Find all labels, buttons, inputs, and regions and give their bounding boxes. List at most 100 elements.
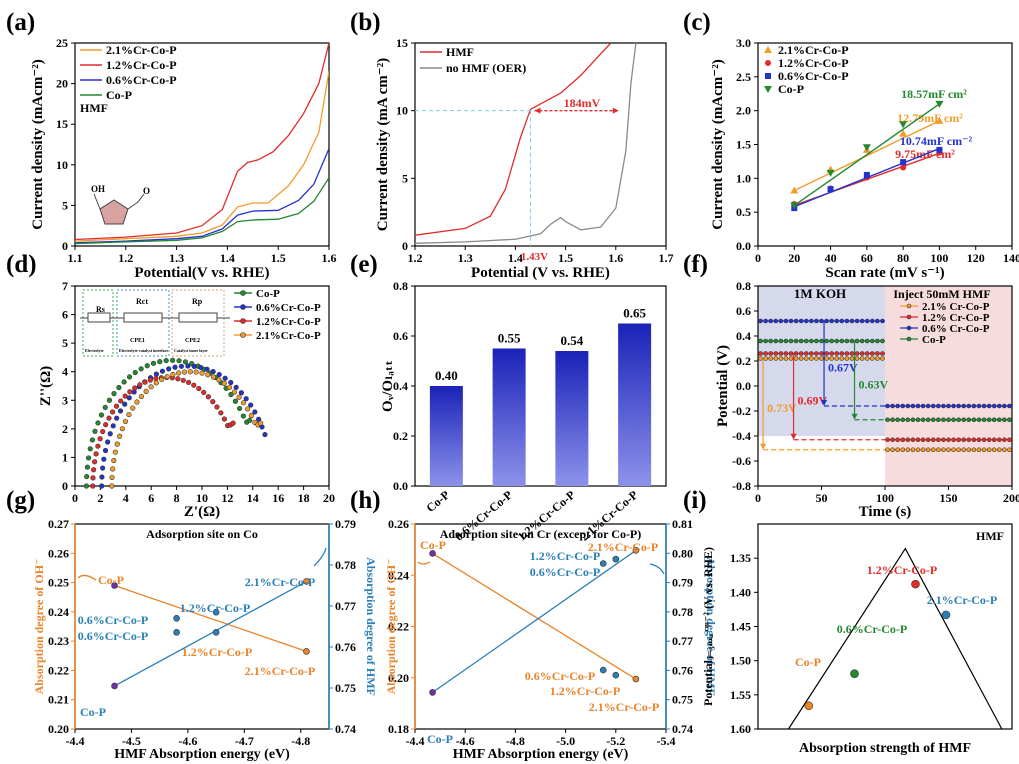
- panel-d-point: [111, 391, 117, 397]
- panel-h-xtick-label: -4.4: [406, 734, 425, 748]
- panel-a-series-1.2%Cr-Co-P: [75, 43, 329, 241]
- panel-e-bar: [618, 323, 652, 486]
- panel-h-xtick-label: -5.2: [606, 734, 625, 748]
- panel-f-point: [859, 351, 865, 356]
- panel-d-point: [90, 483, 96, 489]
- hmf-bond: [127, 201, 139, 210]
- panel-f-point: [839, 318, 845, 324]
- panel-d-point: [83, 483, 90, 489]
- panel-h-xlabel: HMF Absorption energy (eV): [453, 747, 629, 762]
- panel-d-point: [99, 483, 105, 489]
- panel-d-point: [245, 406, 251, 412]
- panel-f-point: [996, 403, 1002, 409]
- panel-d-point: [134, 399, 140, 405]
- panel-i-ytick-label: 1.50: [730, 654, 751, 668]
- panel-d-point: [176, 358, 182, 364]
- panel-f-xtick-label: 0: [755, 491, 761, 505]
- panel-c-legend-label: Co-P: [778, 82, 804, 96]
- panel-d-ytick-label: 0: [62, 479, 68, 493]
- panel-d-point: [176, 370, 182, 376]
- panel-h-y2tick-label: 0.77: [672, 634, 693, 648]
- panel-f-legend-label: 0.6% Cr-Co-P: [922, 323, 990, 335]
- panel-g-oh-point: [111, 582, 118, 589]
- panel-f-point: [1002, 417, 1007, 423]
- panel-g: -4.4 -4.5 -4.6 -4.7 -4.8 0.20 0.21 0.22 0.23 0.24…: [6, 487, 378, 762]
- panel-f-point: [758, 356, 763, 361]
- panel-f-xtick-label: 200: [1003, 491, 1019, 505]
- panel-e-ytick-label: 0.8: [393, 279, 408, 293]
- panel-d-point: [164, 374, 170, 380]
- panel-d-point: [110, 466, 116, 472]
- panel-a-series-Co-P: [75, 177, 329, 245]
- panel-d-legend-label: 1.2%Cr-Co-P: [256, 316, 321, 328]
- panel-a-ytick-label: 0: [62, 239, 68, 253]
- panel-d-xtick-label: 18: [298, 491, 310, 505]
- panel-a-ytick-label: 20: [56, 77, 68, 91]
- panel-d-point: [262, 431, 268, 438]
- panel-g-y2tick-label: 0.74: [335, 722, 356, 736]
- panel-d-point: [137, 382, 143, 388]
- panel-g-ytick-label: 0.26: [48, 546, 69, 560]
- panel-d-point: [218, 410, 224, 416]
- panel-f-point: [890, 403, 895, 409]
- panel-a-label: (a): [6, 9, 35, 36]
- panel-f-legend-label: 1.2% Cr-Co-P: [922, 312, 990, 324]
- panel-a: 1.1 1.2 1.3 1.4 1.5 1.6 0 5 10 15 20 25 Potential(V …: [6, 9, 337, 281]
- panel-d-ytick-label: 6: [62, 308, 68, 322]
- panel-f-point: [966, 403, 972, 409]
- panel-f-drop-label: 0.63V: [859, 377, 889, 391]
- panel-d-point: [93, 451, 99, 457]
- panel-b-arrowhead-left: [534, 107, 541, 114]
- hmf-oh-label: OH: [91, 184, 105, 194]
- panel-f-point: [849, 351, 855, 356]
- panel-h-ylabel: Absorption degree of OH⁻: [384, 559, 398, 695]
- panel-f-point: [788, 338, 794, 344]
- panel-d-point: [116, 384, 122, 391]
- panel-d-ytick-label: 4: [62, 365, 68, 379]
- panel-g-ytick-label: 0.21: [48, 693, 69, 707]
- panel-c-point: [862, 144, 871, 152]
- panel-d-ytick-label: 3: [62, 393, 68, 407]
- panel-d-point: [92, 428, 98, 434]
- panel-f-point: [829, 351, 834, 356]
- panel-i-xlabel: Absorption strength of HMF: [799, 741, 971, 756]
- panel-f-label: (f): [683, 251, 708, 278]
- panel-d-point: [132, 369, 138, 376]
- panel-h-xtick-label: -5.4: [657, 734, 676, 748]
- panel-b-ylabel: Current density (mA cm⁻²): [375, 58, 391, 231]
- panel-f-point: [991, 417, 997, 423]
- panel-d-point: [175, 376, 181, 382]
- panel-f-point: [803, 351, 809, 356]
- panel-g-xtick-label: -4.4: [66, 734, 85, 748]
- circuit-dashed-box: [82, 289, 114, 357]
- panel-d-point: [159, 376, 165, 383]
- panel-f-point: [996, 437, 1002, 443]
- panel-f-point: [991, 447, 997, 453]
- panel-f-point: [905, 417, 911, 423]
- panel-h-y2tick-label: 0.81: [672, 517, 693, 531]
- panel-f-point: [925, 447, 931, 453]
- panel-h-hmf-point: [429, 689, 436, 696]
- panel-d-xtick-label: 14: [247, 491, 259, 505]
- panel-c-xtick-label: 140: [1003, 251, 1019, 265]
- panel-d-point: [143, 388, 149, 394]
- panel-c-legend-label: 0.6%Cr-Co-P: [778, 69, 849, 83]
- panel-g-y2tick-label: 0.75: [335, 681, 356, 695]
- panel-h-y2tick-label: 0.79: [672, 576, 693, 590]
- panel-f-point: [1002, 437, 1007, 443]
- panel-f-point: [925, 437, 931, 443]
- panel-d-point: [181, 369, 188, 375]
- panel-h-y2tick-label: 0.76: [672, 663, 693, 677]
- panel-f-point: [981, 447, 987, 453]
- panel-d-point: [102, 404, 108, 410]
- panel-d-point: [191, 363, 197, 369]
- panel-f-point: [869, 351, 875, 356]
- panel-f-point: [788, 318, 794, 324]
- panel-f-point: [981, 403, 987, 409]
- panel-f-point: [809, 318, 814, 324]
- panel-f-xtick-label: 100: [876, 491, 894, 505]
- panel-g-axis-arrow: [77, 574, 97, 581]
- panel-d-point: [153, 371, 159, 377]
- panel-d-point: [90, 475, 96, 481]
- panel-f-ytick-label: 0.4: [736, 329, 751, 343]
